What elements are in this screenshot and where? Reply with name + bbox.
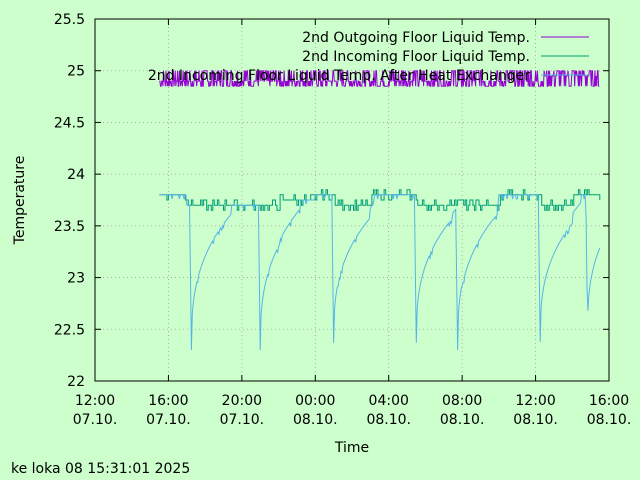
legend-label: 2nd Incoming Floor Liquid Temp. xyxy=(302,49,530,65)
series-incoming-line xyxy=(159,189,601,211)
x-axis-label: Time xyxy=(334,440,369,456)
axes: 22 22.5 23 23.5 24 24.5 25 25.5 12:00 07.10. 16:00… xyxy=(54,12,631,428)
y-tick-label: 25 xyxy=(67,64,85,80)
y-tick-label: 22.5 xyxy=(54,322,85,338)
x-tick-label-date: 08.10. xyxy=(366,412,411,428)
y-tick-label: 24 xyxy=(67,167,85,183)
x-tick-label-date: 08.10. xyxy=(440,412,485,428)
y-tick-label: 22 xyxy=(67,374,85,390)
y-tick-label: 23 xyxy=(67,271,85,287)
x-tick-label-date: 07.10. xyxy=(73,412,118,428)
y-tick-label: 25.5 xyxy=(54,12,85,28)
x-tick-label-date: 07.10. xyxy=(146,412,191,428)
plot-border xyxy=(94,18,610,382)
x-tick-label-time: 16:00 xyxy=(148,393,188,409)
y-tick-label: 23.5 xyxy=(54,219,85,235)
y-axis-label: Temperature xyxy=(12,156,28,246)
x-tick-label-date: 08.10. xyxy=(293,412,338,428)
legend: 2nd Outgoing Floor Liquid Temp. 2nd Incom… xyxy=(148,30,589,84)
legend-label: 2nd Outgoing Floor Liquid Temp. xyxy=(302,30,530,46)
x-tick-label-time: 20:00 xyxy=(222,393,262,409)
legend-label: 2nd Incoming Floor Liquid Temp. After He… xyxy=(148,68,530,84)
x-tick-label-time: 12:00 xyxy=(75,393,115,409)
x-tick-label-time: 00:00 xyxy=(295,393,335,409)
x-tick-label-time: 16:00 xyxy=(589,393,629,409)
series-heat-exchanger-line xyxy=(159,194,601,351)
x-tick-label-time: 04:00 xyxy=(369,393,409,409)
x-tick-label-date: 07.10. xyxy=(220,412,265,428)
y-tick-label: 24.5 xyxy=(54,115,85,131)
x-tick-label-time: 08:00 xyxy=(442,393,482,409)
timestamp-footer: ke loka 08 15:31:01 2025 xyxy=(11,461,191,477)
series-outgoing-line xyxy=(159,70,600,87)
x-tick-label-date: 08.10. xyxy=(587,412,632,428)
series-layer xyxy=(159,70,601,351)
x-tick-label-time: 12:00 xyxy=(515,393,555,409)
x-tick-label-date: 08.10. xyxy=(513,412,558,428)
